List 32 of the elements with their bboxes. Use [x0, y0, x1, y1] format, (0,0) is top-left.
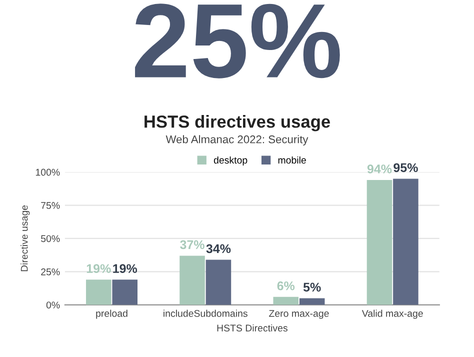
- data-label: 5%: [303, 282, 321, 292]
- legend-label: desktop: [214, 156, 248, 166]
- data-label: 37%: [180, 240, 204, 250]
- y-tick-label: 75%: [41, 202, 60, 209]
- data-label: 94%: [367, 164, 392, 174]
- data-label: 34%: [206, 244, 231, 254]
- chart-subtitle: Web Almanac 2022: Security: [166, 135, 308, 146]
- bar: [180, 256, 205, 305]
- x-axis-title: HSTS Directives: [217, 324, 288, 332]
- x-tick-label: Valid max-age: [362, 310, 423, 319]
- bar: [366, 180, 392, 305]
- y-tick-label: 25%: [41, 268, 60, 276]
- y-axis-title: Directive usage: [20, 205, 30, 272]
- bar: [393, 178, 418, 305]
- y-tick-label: 50%: [41, 235, 60, 242]
- chart-title: HSTS directives usage: [144, 115, 330, 132]
- y-tick-label: 0%: [46, 302, 60, 308]
- data-label: 19%: [86, 264, 111, 274]
- x-tick-label: preload: [96, 310, 128, 319]
- x-tick-label: includeSubdomains: [164, 310, 248, 317]
- bar: [206, 260, 232, 305]
- bar: [273, 296, 299, 305]
- text: 25%: [135, 4, 340, 78]
- legend-label: mobile: [278, 156, 306, 164]
- bar: [112, 280, 138, 305]
- data-label: 19%: [113, 264, 138, 274]
- y-tick-label: 100%: [36, 168, 60, 176]
- x-tick-label: Zero max-age: [269, 310, 329, 319]
- data-label: 95%: [394, 163, 418, 172]
- bar: [86, 280, 112, 305]
- bar: [299, 298, 325, 305]
- data-label: 6%: [277, 281, 295, 290]
